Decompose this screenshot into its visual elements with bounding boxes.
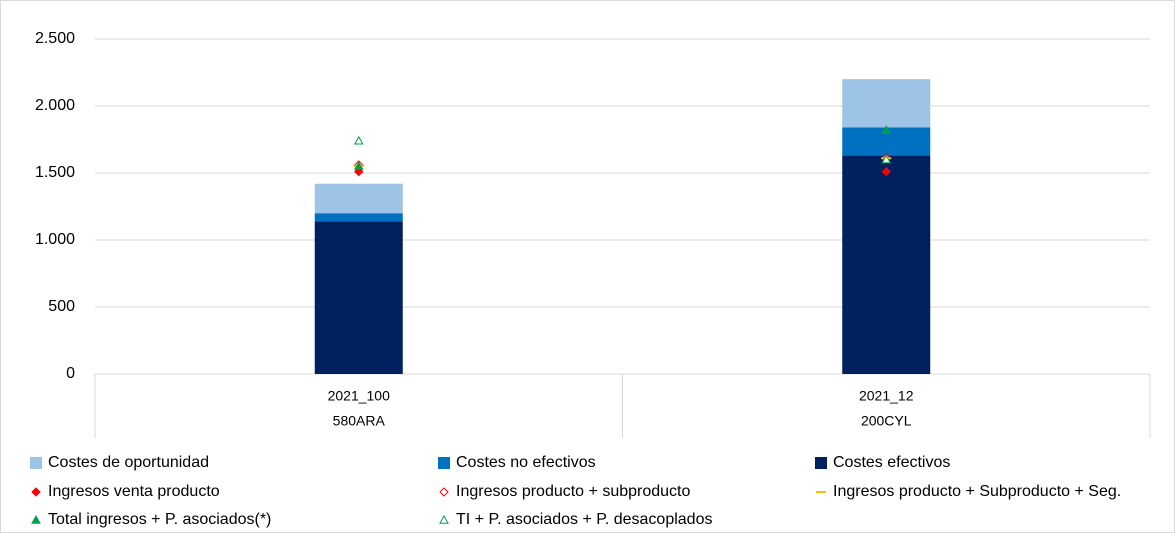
data-marker — [353, 135, 364, 145]
bar-segment — [842, 155, 931, 374]
y-tick-label: 1.500 — [35, 164, 75, 181]
data-marker — [353, 161, 364, 170]
legend-label: Total ingresos + P. asociados(*) — [48, 511, 271, 528]
x-tick-label: 2021_12 — [859, 388, 914, 404]
legend-marker — [439, 514, 449, 524]
legend-marker — [31, 514, 41, 524]
y-tick-label: 2.000 — [35, 97, 75, 114]
legend-label: Costes efectivos — [833, 454, 950, 471]
data-marker — [881, 154, 892, 164]
bar-segment — [842, 79, 931, 128]
legend-label: Ingresos venta producto — [48, 483, 220, 500]
legend-swatch — [438, 457, 450, 469]
y-tick-label: 500 — [48, 298, 75, 315]
legend-label: Costes de oportunidad — [48, 454, 209, 471]
data-marker — [881, 166, 891, 177]
legend-label: Costes no efectivos — [456, 454, 596, 471]
legend-label: TI + P. asociados + P. desacoplados — [456, 511, 712, 528]
y-tick-label: 0 — [66, 365, 75, 382]
x-tick-label: 2021_100 — [328, 388, 391, 404]
bar-segment — [314, 221, 403, 374]
legend-marker — [31, 487, 41, 497]
y-tick-label: 2.500 — [35, 30, 75, 47]
x-group-label: 200CYL — [861, 413, 912, 429]
data-marker — [881, 125, 892, 134]
bar-segment — [314, 183, 403, 214]
x-group-label: 580ARA — [333, 413, 386, 429]
legend-swatch — [30, 457, 42, 469]
legend-marker — [439, 487, 449, 497]
legend-swatch — [815, 457, 827, 469]
legend-label: Ingresos producto + subproducto — [456, 483, 690, 500]
legend-label: Ingresos producto + Subproducto + Seg. — [833, 483, 1121, 500]
y-tick-label: 1.000 — [35, 231, 75, 248]
bar-segment — [314, 213, 403, 222]
